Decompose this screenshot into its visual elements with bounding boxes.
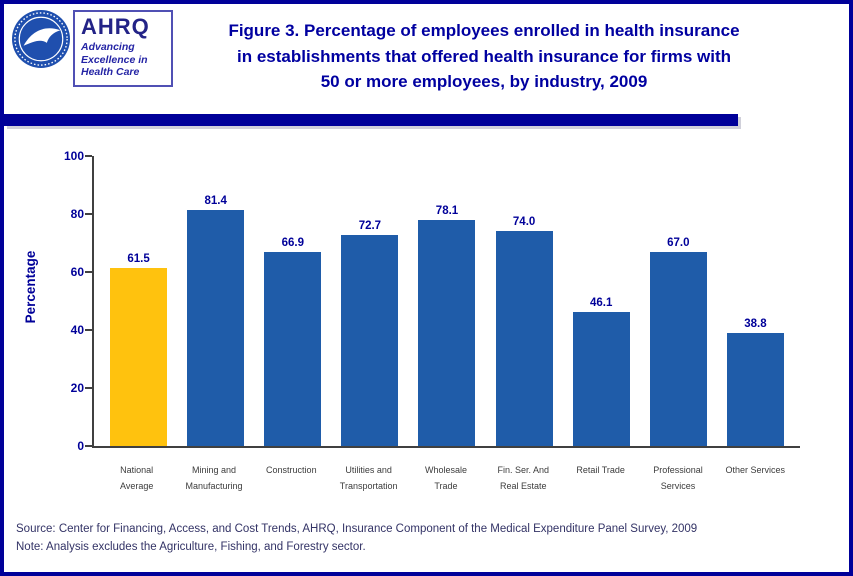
bar-mining-and-manufacturing <box>187 209 245 446</box>
bar-value-label: 66.9 <box>281 237 304 249</box>
x-axis-label-other-services: Other Services <box>725 465 786 475</box>
y-axis-title: Percentage <box>23 250 38 324</box>
bar-slot-wholesale-trade: 78.1 <box>408 156 485 446</box>
bar-value-label: 72.7 <box>358 220 382 233</box>
figure-title-line: Figure 3. Percentage of employees enroll… <box>228 21 740 40</box>
bar-value-label: 81.4 <box>204 194 227 207</box>
ahrq-tagline: Advancing Excellence in Health Care <box>81 41 165 79</box>
bar-value-label: 74.0 <box>512 216 536 229</box>
bar-slot-mining-and-manufacturing: 81.4 <box>177 156 254 446</box>
bar-slot-retail-trade: 46.1 <box>563 156 640 446</box>
y-tick-label: 60 <box>70 265 84 279</box>
y-tick-mark <box>85 155 92 157</box>
footer: Source: Center for Financing, Access, an… <box>16 520 849 557</box>
ahrq-tagline-line: Excellence in <box>81 53 148 66</box>
ahrq-wordmark: AHRQ <box>81 14 150 39</box>
ahrq-tagline-line: Advancing <box>81 41 135 53</box>
bar-slot-national-average: 61.5 <box>100 156 177 446</box>
x-axis-label-construction: Construction <box>266 465 317 475</box>
y-tick-label: 40 <box>70 323 84 337</box>
bar-slot-professional-services: 67.0 <box>640 156 717 446</box>
figure-title-line: 50 or more employees, by industry, 2009 <box>320 72 648 91</box>
ahrq-tagline-line: Health Care <box>81 66 140 79</box>
y-tick-mark <box>85 271 92 273</box>
figure-title-line: in establishments that offered health in… <box>236 46 732 66</box>
bar-slot-utilities-and-transportation: 72.7 <box>331 156 408 446</box>
bar-value-label: 46.1 <box>590 297 613 310</box>
bar-slot-other-services: 38.8 <box>717 156 794 446</box>
x-axis-label-national-average: National Average <box>119 465 154 492</box>
bar-professional-services <box>649 251 707 446</box>
bar-value-label: 61.5 <box>127 252 150 265</box>
y-tick-label: 80 <box>70 207 84 221</box>
x-axis-labels: National Average Mining and Manufacturing Co… <box>92 462 800 494</box>
bar-national-average <box>110 267 168 446</box>
header: AHRQ Advancing Excellence in Health Care… <box>4 4 849 114</box>
logo-group: AHRQ Advancing Excellence in Health Care <box>12 10 173 87</box>
x-axis-label-mining-and-manufacturing: Mining and Manufacturing <box>185 465 243 492</box>
y-tick-mark <box>85 329 92 331</box>
y-tick-label: 0 <box>77 439 84 453</box>
analysis-note: Note: Analysis excludes the Agriculture,… <box>16 541 366 554</box>
bar-fin-ser-and-real-estate <box>495 231 553 446</box>
bar-construction <box>264 252 322 446</box>
x-axis-label-fin-ser-and-real-estate: Fin. Ser. And Real Estate <box>497 465 550 492</box>
bars-row: 61.5 81.4 66.9 72.7 78.1 74.0 46.1 67.0 38.8 <box>94 156 800 446</box>
bar-chart: Percentage 61.5 81.4 66.9 72.7 78.1 74.0 46.1 6… <box>4 149 849 502</box>
bar-wholesale-trade <box>418 219 476 446</box>
bar-utilities-and-transportation <box>341 235 399 446</box>
bar-value-label: 78.1 <box>435 204 459 217</box>
figure-title: Figure 3. Percentage of employees enroll… <box>184 4 784 95</box>
bar-value-label: 67.0 <box>667 236 690 249</box>
hhs-logo <box>12 10 70 68</box>
ahrq-logo: AHRQ Advancing Excellence in Health Care <box>73 10 173 87</box>
y-tick-label: 20 <box>70 381 84 395</box>
plot-area: 61.5 81.4 66.9 72.7 78.1 74.0 46.1 67.0 38.8 0 20… <box>64 149 800 453</box>
y-tick-mark <box>85 213 92 215</box>
x-axis-label-wholesale-trade: Wholesale Trade <box>424 465 467 492</box>
header-divider-bar <box>4 114 738 126</box>
bar-slot-fin-ser-and-real-estate: 74.0 <box>486 156 563 446</box>
bar-other-services <box>726 333 784 446</box>
x-axis-label-retail-trade: Retail Trade <box>576 465 625 475</box>
bar-value-label: 38.8 <box>744 318 767 331</box>
bar-slot-construction: 66.9 <box>254 156 331 446</box>
eagle-icon <box>23 28 61 46</box>
x-axis-label-professional-services: Professional Services <box>653 465 703 492</box>
source-note: Source: Center for Financing, Access, an… <box>16 523 698 535</box>
y-tick-label: 100 <box>63 149 84 163</box>
y-tick-mark <box>85 387 92 389</box>
y-tick-mark <box>85 445 92 447</box>
x-axis-label-utilities-and-transportation: Utilities and Transportation <box>339 465 398 492</box>
bar-retail-trade <box>572 312 630 446</box>
